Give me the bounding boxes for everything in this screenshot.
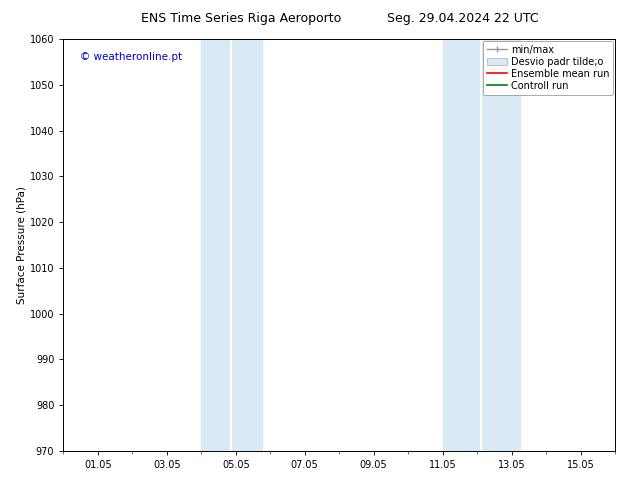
Y-axis label: Surface Pressure (hPa): Surface Pressure (hPa) xyxy=(17,186,27,304)
Text: © weatheronline.pt: © weatheronline.pt xyxy=(80,51,182,62)
Bar xyxy=(443,39,520,451)
Text: ENS Time Series Riga Aeroporto: ENS Time Series Riga Aeroporto xyxy=(141,12,341,25)
Text: Seg. 29.04.2024 22 UTC: Seg. 29.04.2024 22 UTC xyxy=(387,12,539,25)
Legend: min/max, Desvio padr tilde;o, Ensemble mean run, Controll run: min/max, Desvio padr tilde;o, Ensemble m… xyxy=(483,41,613,95)
Bar xyxy=(202,39,262,451)
